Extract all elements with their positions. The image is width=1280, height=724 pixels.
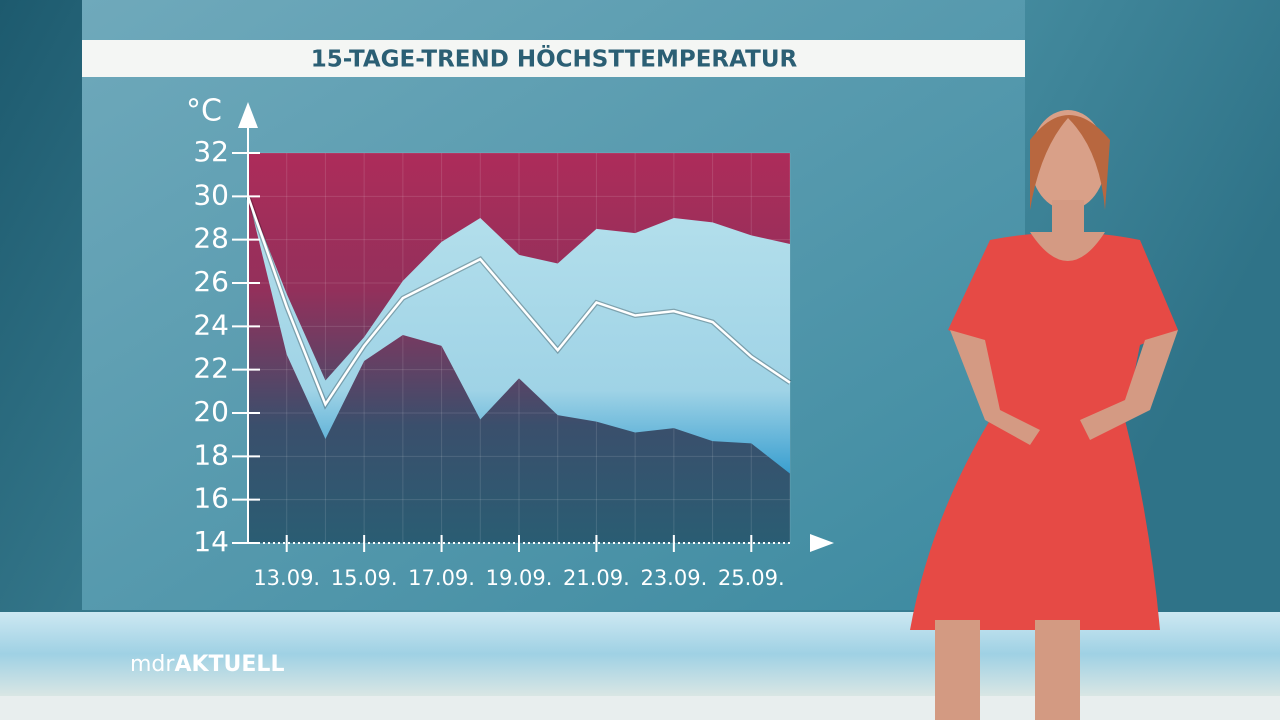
y-axis-label: °C <box>186 94 222 129</box>
title-bar <box>82 40 1025 77</box>
x-tick-label: 15.09. <box>331 566 398 590</box>
brand-logo: mdrAKTUELL <box>130 652 284 677</box>
range-band <box>248 196 790 474</box>
x-tick-label: 17.09. <box>408 566 475 590</box>
y-tick-label: 16 <box>193 482 229 515</box>
y-tick-label: 32 <box>193 135 229 168</box>
presenter <box>910 110 1178 720</box>
y-tick-label: 30 <box>193 178 229 211</box>
x-tick-label: 23.09. <box>640 566 707 590</box>
y-tick-label: 26 <box>193 265 229 298</box>
y-tick-label: 18 <box>193 438 229 471</box>
y-tick-label: 14 <box>193 525 229 558</box>
y-tick-label: 22 <box>193 352 229 385</box>
x-tick-label: 19.09. <box>486 566 553 590</box>
x-tick-label: 13.09. <box>253 566 320 590</box>
x-tick-label: 25.09. <box>718 566 785 590</box>
x-axis-arrow <box>810 534 834 552</box>
brand-prefix: mdr <box>130 652 175 677</box>
y-axis-arrow <box>238 102 258 128</box>
x-tick-label: 21.09. <box>563 566 630 590</box>
y-tick-label: 28 <box>193 222 229 255</box>
floor <box>0 696 1280 720</box>
chart-title: 15-TAGE-TREND HÖCHSTTEMPERATUR <box>311 45 798 73</box>
median-line <box>246 195 791 408</box>
y-tick-label: 24 <box>193 308 229 341</box>
brand-name: AKTUELL <box>174 652 284 677</box>
y-tick-label: 20 <box>193 395 229 428</box>
